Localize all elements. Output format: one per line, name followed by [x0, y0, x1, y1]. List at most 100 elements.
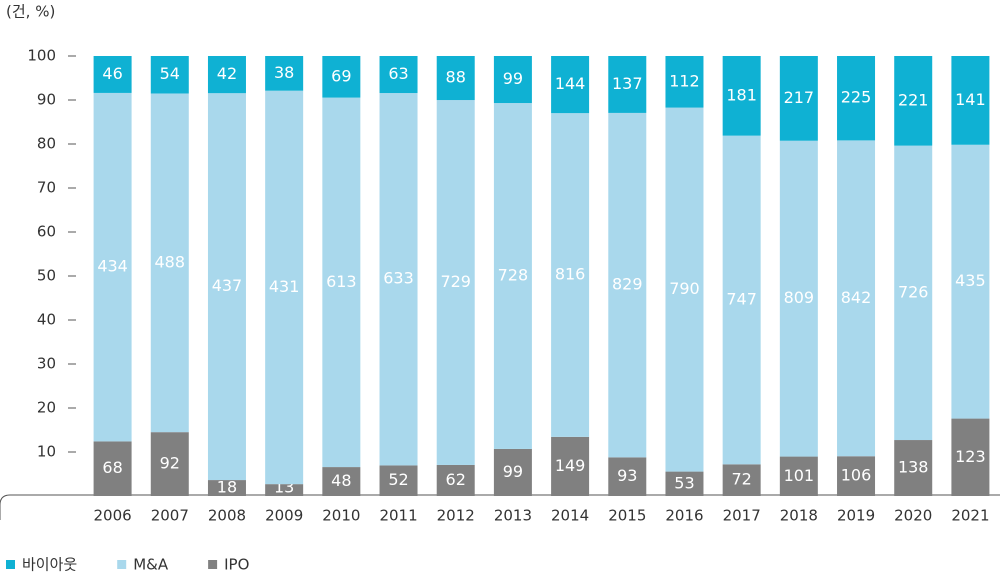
bar-segment: [551, 56, 590, 114]
x-tick-label: 2021: [951, 507, 989, 525]
data-label: 829: [612, 275, 643, 294]
bar-segment: [93, 441, 132, 496]
data-label: 729: [440, 272, 471, 291]
legend-label: IPO: [224, 556, 249, 574]
data-label: 54: [160, 64, 180, 83]
y-tick-label: 40: [37, 311, 56, 329]
data-label: 137: [612, 74, 643, 93]
y-tick-label: 70: [37, 179, 56, 197]
data-label: 842: [841, 288, 872, 307]
y-tick-label: 50: [37, 267, 56, 285]
y-tick-label: 60: [37, 223, 56, 241]
bar-segment: [379, 465, 418, 496]
bar-segment: [722, 464, 761, 496]
bar-segment: [150, 56, 189, 94]
bar-segment: [207, 480, 246, 496]
bar-segment: [951, 418, 990, 496]
bar-segment: [608, 112, 647, 458]
data-label: 42: [217, 64, 237, 83]
bar-segment: [665, 471, 704, 496]
legend-label: 바이아웃: [22, 556, 77, 574]
bar-segment: [665, 56, 704, 108]
bar-segment: [551, 113, 590, 437]
data-label: 48: [331, 471, 351, 490]
legend-swatch: [208, 560, 218, 569]
bar-segment: [436, 464, 475, 496]
data-label: 633: [383, 269, 414, 288]
data-label: 141: [955, 90, 986, 109]
data-label: 99: [503, 69, 523, 88]
bar-segment: [265, 90, 304, 485]
bar-segment: [150, 432, 189, 496]
bar-segment: [493, 56, 532, 104]
data-label: 809: [784, 288, 815, 307]
legend-label: M&A: [133, 556, 169, 574]
bar-segment: [93, 92, 132, 442]
bar-segment: [493, 448, 532, 496]
data-label: 106: [841, 466, 872, 485]
bar-segment: [894, 440, 933, 496]
x-tick-label: 2006: [94, 507, 132, 525]
x-tick-label: 2013: [494, 507, 532, 525]
data-label: 112: [669, 71, 700, 90]
data-label: 613: [326, 272, 357, 291]
data-label: 63: [388, 64, 408, 83]
data-label: 181: [726, 85, 757, 104]
data-label: 18: [217, 478, 237, 497]
x-tick-label: 2009: [265, 507, 303, 525]
bar-segment: [322, 56, 361, 98]
x-tick-label: 2008: [208, 507, 246, 525]
data-label: 88: [446, 68, 466, 87]
data-label: 101: [784, 466, 815, 485]
data-label: 46: [102, 64, 122, 83]
bar-segment: [436, 56, 475, 101]
bar-segment: [665, 107, 704, 472]
data-label: 217: [784, 88, 815, 107]
bar-segment: [493, 103, 532, 449]
data-label: 53: [674, 473, 694, 492]
bar-segment: [436, 100, 475, 465]
y-tick-label: 100: [27, 47, 56, 65]
data-label: 123: [955, 447, 986, 466]
x-tick-label: 2007: [151, 507, 189, 525]
data-label: 52: [388, 470, 408, 489]
bar-segment: [722, 135, 761, 465]
x-tick-label: 2019: [837, 507, 875, 525]
data-label: 728: [498, 266, 529, 285]
data-label: 488: [155, 252, 186, 271]
bar-segment: [265, 56, 304, 91]
data-label: 144: [555, 74, 586, 93]
bar-segment: [207, 56, 246, 94]
data-label: 99: [503, 462, 523, 481]
y-tick-label: 30: [37, 355, 56, 373]
bar-segment: [951, 56, 990, 145]
x-tick-label: 2020: [894, 507, 932, 525]
data-label: 225: [841, 88, 872, 107]
bar-segment: [779, 140, 818, 457]
data-label: 93: [617, 466, 637, 485]
x-tick-label: 2016: [665, 507, 703, 525]
y-tick-label: 80: [37, 135, 56, 153]
bar-segment: [93, 56, 132, 93]
data-label: 69: [331, 66, 351, 85]
y-tick-label: 10: [37, 443, 56, 461]
y-tick-label: 90: [37, 91, 56, 109]
data-label: 816: [555, 265, 586, 284]
data-label: 747: [726, 289, 757, 308]
bar-segment: [894, 56, 933, 146]
data-label: 434: [97, 257, 128, 276]
x-tick-label: 2010: [322, 507, 360, 525]
bar-segment: [322, 467, 361, 496]
data-label: 435: [955, 271, 986, 290]
data-label: 221: [898, 90, 929, 109]
bar-segment: [551, 436, 590, 496]
data-label: 437: [212, 276, 243, 295]
bar-segment: [837, 456, 876, 496]
data-label: 790: [669, 279, 700, 298]
bar-segment: [150, 93, 189, 433]
bar-segment: [379, 93, 418, 466]
data-label: 38: [274, 63, 294, 82]
bar-segment: [608, 457, 647, 496]
x-tick-label: 2011: [379, 507, 417, 525]
data-label: 726: [898, 282, 929, 301]
